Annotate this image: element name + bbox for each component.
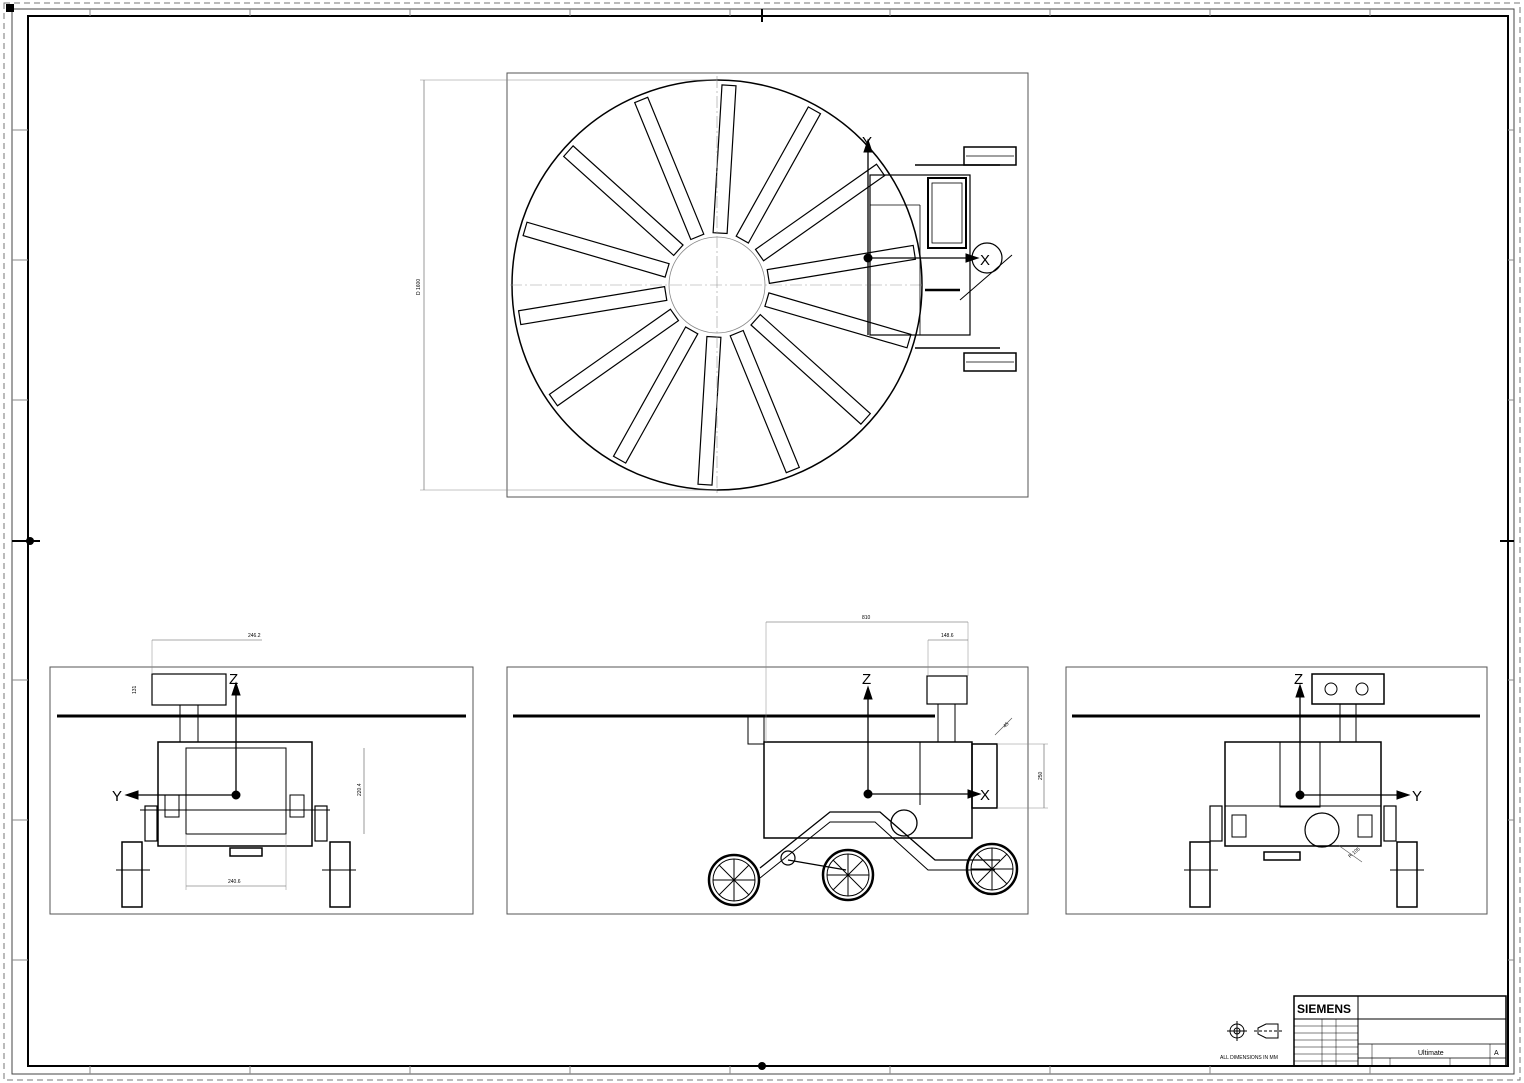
- disc-slot: [712, 84, 737, 235]
- rear-motor: [1304, 812, 1340, 848]
- centering-marks: [6, 4, 1514, 1070]
- front-wheel-right: [329, 841, 351, 908]
- rear-axis-z-label: Z: [1294, 671, 1303, 688]
- rear-view-frame: [1065, 666, 1488, 915]
- front-view: [49, 639, 474, 915]
- disc-spokes: [517, 84, 917, 486]
- top-wheel-lower: [963, 352, 1017, 372]
- projection-symbol-icon: [1227, 1021, 1247, 1041]
- side-motor: [890, 809, 918, 837]
- side-dim-height: 250: [1038, 771, 1044, 780]
- side-axis-x-label: X: [980, 787, 990, 804]
- rear-axis-y-label: Y: [1412, 788, 1422, 805]
- top-battery-box: [927, 177, 967, 249]
- side-axis-z-label: Z: [862, 671, 871, 688]
- disc-slot: [764, 292, 912, 349]
- title-block: [1293, 995, 1507, 1067]
- disc-slot: [754, 163, 886, 262]
- cone-symbol-icon: [1254, 1023, 1282, 1039]
- disc-slot: [522, 221, 670, 278]
- top-axis-x-label: X: [980, 252, 990, 269]
- front-view-frame: [49, 666, 474, 915]
- disc-slot: [766, 244, 917, 285]
- sheet-outer-border: [3, 2, 1521, 1081]
- front-wheel-left: [121, 841, 143, 908]
- front-dim-box-height: 131: [132, 685, 138, 694]
- rear-wheel-left: [1189, 841, 1211, 908]
- drawing-title: Ultimate: [1418, 1050, 1444, 1057]
- top-wheel-upper: [963, 146, 1017, 166]
- front-axis-y-label: Y: [112, 788, 122, 805]
- side-battery: [926, 675, 968, 705]
- front-dim-width: 246.2: [248, 633, 261, 639]
- side-dim-angle: 45: [1002, 721, 1010, 729]
- disc-slot: [517, 285, 668, 326]
- disc-slot: [729, 329, 801, 474]
- side-wheel-1: [707, 853, 761, 907]
- rear-battery: [1311, 673, 1385, 705]
- front-axis-z-label: Z: [229, 671, 238, 688]
- side-view-frame: [506, 666, 1029, 915]
- zone-ticks: [12, 9, 1514, 1074]
- side-dim-box: 148.6: [941, 633, 954, 639]
- front-body: [157, 741, 313, 847]
- disc-slot: [548, 308, 680, 407]
- side-wheel-3: [965, 842, 1019, 896]
- siemens-logo: SIEMENS: [1297, 1002, 1351, 1016]
- rear-view: [1065, 666, 1488, 915]
- side-dim-length: 810: [862, 615, 871, 621]
- drawing-border: [27, 15, 1509, 1067]
- disc-slot: [697, 335, 722, 486]
- side-view: [506, 621, 1048, 915]
- disc-slot: [562, 145, 684, 257]
- rear-wheel-right: [1396, 841, 1418, 908]
- disc-slot: [750, 313, 872, 425]
- side-wheel-2: [821, 848, 875, 902]
- front-battery: [151, 673, 227, 706]
- disc-slot: [735, 106, 822, 244]
- top-dim-diameter: D 1600: [416, 279, 422, 295]
- top-view-frame: [506, 72, 1029, 498]
- top-view: [420, 72, 1029, 498]
- disc-slot: [633, 96, 705, 241]
- front-dim-height: 220.4: [357, 783, 363, 796]
- revision-label: A: [1494, 1050, 1499, 1057]
- front-dim-base: 240.6: [228, 879, 241, 885]
- dimensions-note: ALL DIMENSIONS IN MM: [1220, 1055, 1278, 1061]
- rear-dim-radius: R 105: [1347, 846, 1361, 859]
- top-axis-y-label: Y: [862, 134, 872, 151]
- disc-slot: [612, 326, 699, 464]
